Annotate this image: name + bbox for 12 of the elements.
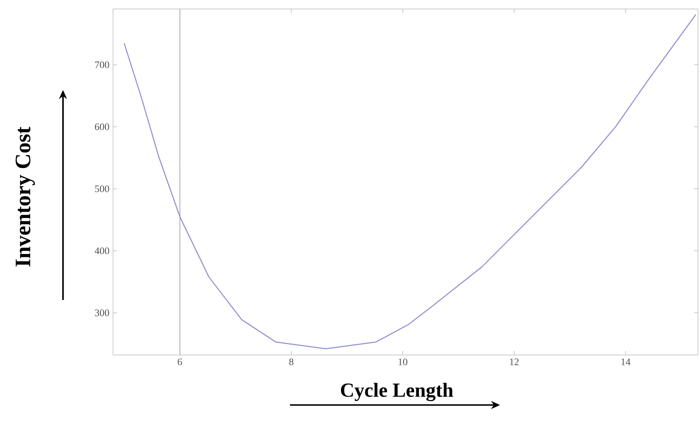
x-tick-label: 6: [178, 358, 182, 366]
x-tick-label: 14: [621, 358, 630, 366]
y-tick-label: 500: [95, 185, 110, 192]
y-tick-label: 300: [95, 309, 110, 316]
y-tick-label: 600: [94, 123, 110, 130]
x-axis-title: Cycle Length: [340, 382, 454, 402]
x-tick-label: 12: [510, 358, 519, 366]
y-axis-title: Inventory Cost: [16, 126, 35, 266]
y-tick-label: 400: [94, 247, 110, 254]
x-tick-label: 10: [398, 358, 408, 366]
y-tick-label: 700: [95, 61, 110, 68]
x-tick-label: 8: [289, 358, 294, 366]
